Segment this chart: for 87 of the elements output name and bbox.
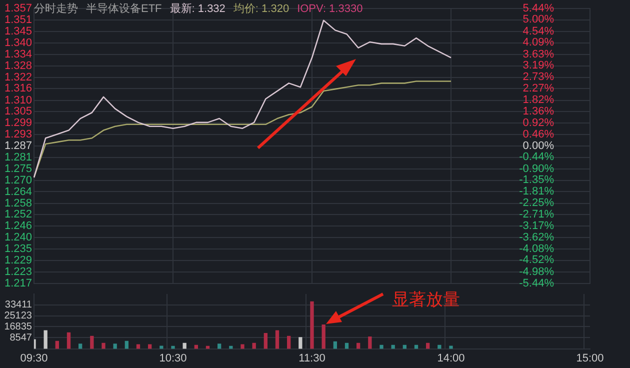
y2-tick-label: -4.98% <box>519 266 554 278</box>
y-tick-label: 1.357 <box>4 2 32 15</box>
bar <box>171 346 175 349</box>
bar <box>240 344 244 349</box>
y-tick-label: 1.217 <box>4 277 32 290</box>
y2-tick-label: -4.08% <box>519 243 554 256</box>
bar <box>310 301 314 349</box>
y2-tick-label: -1.81% <box>519 186 554 198</box>
bar <box>113 344 117 349</box>
chart-subtitle: 半导体设备ETF <box>86 3 162 15</box>
bar <box>264 332 268 349</box>
y2-tick-label: 2.73% <box>522 71 554 84</box>
y2-tick-label: 2.27% <box>522 82 554 95</box>
y-tick-label: 1.322 <box>4 71 32 84</box>
bar <box>322 324 326 349</box>
y-tick-label: 25123 <box>4 310 32 322</box>
y2-tick-label: -5.44% <box>519 277 554 290</box>
x-tick-label: 10:30 <box>159 352 187 364</box>
y2-tick-label: 0.46% <box>522 128 554 140</box>
annotation: 显著放量 <box>392 289 460 311</box>
y-tick-label: 1.252 <box>4 208 32 221</box>
bar <box>66 332 71 349</box>
bar <box>218 344 222 349</box>
y-tick-label: 1.223 <box>4 266 32 278</box>
y-tick-label: 1.246 <box>4 220 32 232</box>
y-tick-label: 1.340 <box>4 36 32 49</box>
y-tick-label: 1.270 <box>4 174 32 186</box>
bar <box>298 337 302 349</box>
y2-tick-label: -3.17% <box>519 220 554 232</box>
bar <box>102 342 106 349</box>
x-tick-label: 15:00 <box>576 352 604 364</box>
y-tick-label: 1.334 <box>4 48 32 60</box>
bar <box>333 341 337 349</box>
y2-tick-label: -0.90% <box>519 162 554 175</box>
y2-tick-label: 1.36% <box>522 106 554 118</box>
y2-tick-label: -2.71% <box>519 208 554 220</box>
text: 均价: 1.320 <box>233 3 290 15</box>
y-tick-label: 1.316 <box>4 82 32 95</box>
bar <box>449 346 453 349</box>
bar <box>275 330 280 349</box>
y-tick-label: 1.240 <box>4 232 32 244</box>
y2-tick-label: -4.52% <box>519 254 554 266</box>
y-tick-label: 1.235 <box>4 243 32 256</box>
y-tick-label: 1.351 <box>4 14 32 26</box>
y-tick-label: 1.229 <box>4 254 32 266</box>
y2-tick-label: 4.09% <box>522 36 554 49</box>
y2-tick-label: -1.35% <box>519 174 554 186</box>
y2-tick-label: 0.00% <box>522 140 554 152</box>
y-tick-label: 8547 <box>10 332 32 344</box>
y2-tick-label: 3.63% <box>522 48 554 60</box>
y-tick-label: 1.287 <box>4 140 32 152</box>
y-tick-label: 1.275 <box>4 162 32 175</box>
y-tick-label: 1.310 <box>4 94 32 106</box>
y-tick-label: 1.305 <box>4 106 32 118</box>
x-tick-label: 11:30 <box>298 352 326 364</box>
y-tick-label: 1.264 <box>4 186 32 198</box>
y-tick-label: 1.299 <box>4 117 32 130</box>
text: 最新: 1.332 <box>170 3 226 15</box>
y-tick-label: 1.293 <box>4 128 32 141</box>
bar <box>55 340 59 349</box>
y2-tick-label: 0.92% <box>522 116 554 129</box>
bar <box>368 336 372 349</box>
annotation: IOPV: 1.3330 <box>297 3 363 15</box>
bar <box>44 330 48 349</box>
y-tick-label: 1.258 <box>4 197 32 210</box>
y-tick-label: 33411 <box>4 300 32 311</box>
x-tick-label: 09:30 <box>20 352 48 364</box>
y2-tick-label: 5.00% <box>522 14 554 26</box>
y2-tick-label: -3.62% <box>519 231 554 244</box>
y2-tick-label: -2.25% <box>519 196 554 209</box>
bar <box>160 346 164 349</box>
y2-tick-label: 3.19% <box>522 59 554 72</box>
y2-tick-label: 5.44% <box>522 2 554 15</box>
bar <box>124 340 128 349</box>
bar <box>380 344 384 349</box>
bar <box>78 344 82 349</box>
y2-tick-label: 1.82% <box>522 94 554 106</box>
bar <box>287 336 291 349</box>
y2-tick-label: 4.54% <box>522 25 554 38</box>
x-tick-label: 14:00 <box>437 352 465 364</box>
y-tick-label: 1.328 <box>4 60 32 72</box>
bar <box>90 336 94 349</box>
y-tick-label: 1.345 <box>4 26 32 38</box>
y2-tick-label: -0.44% <box>519 151 554 164</box>
y-tick-label: 16835 <box>4 321 32 332</box>
y-tick-label: 1.281 <box>4 151 32 164</box>
chart-title: 分时走势 <box>34 3 78 15</box>
